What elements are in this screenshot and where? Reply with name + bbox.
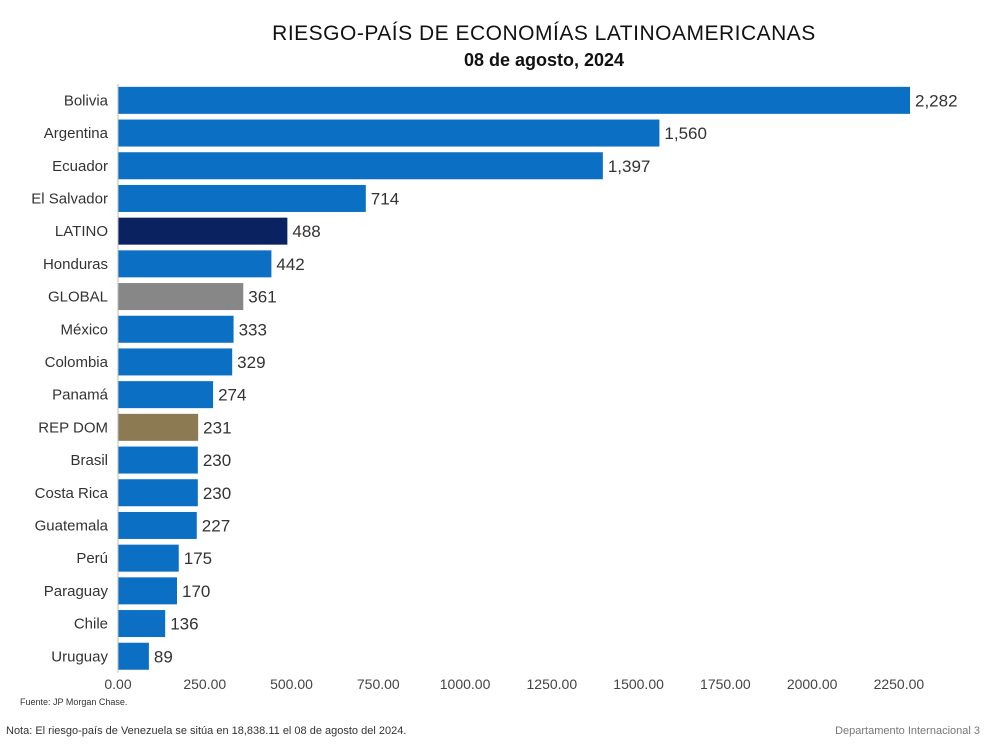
value-label: 230 bbox=[203, 451, 231, 470]
bar-2 bbox=[118, 152, 603, 180]
bar-11 bbox=[118, 446, 198, 474]
x-tick-label: 0.00 bbox=[104, 676, 131, 692]
value-label: 361 bbox=[248, 288, 276, 307]
value-label: 714 bbox=[371, 189, 399, 208]
source-note: Fuente: JP Morgan Chase. bbox=[20, 697, 128, 707]
x-tick-label: 1000.00 bbox=[440, 676, 491, 692]
value-label: 274 bbox=[218, 386, 246, 405]
category-label: Honduras bbox=[43, 256, 108, 273]
bar-17 bbox=[118, 642, 149, 670]
value-label: 333 bbox=[239, 320, 267, 339]
category-label: Perú bbox=[76, 550, 108, 567]
chart-subtitle: 08 de agosto, 2024 bbox=[463, 50, 625, 70]
value-label: 1,560 bbox=[664, 124, 707, 143]
footnote: Nota: El riesgo-país de Venezuela se sit… bbox=[6, 725, 407, 737]
category-label: GLOBAL bbox=[48, 289, 108, 306]
bar-14 bbox=[118, 544, 179, 572]
category-label: Colombia bbox=[45, 354, 109, 371]
x-tick-label: 2250.00 bbox=[874, 676, 925, 692]
category-label: REP DOM bbox=[38, 419, 108, 436]
x-tick-label: 2000.00 bbox=[787, 676, 838, 692]
bar-3 bbox=[118, 184, 366, 212]
bar-1 bbox=[118, 119, 660, 147]
value-label: 170 bbox=[182, 582, 210, 601]
category-label: Uruguay bbox=[51, 648, 108, 665]
category-label: Ecuador bbox=[52, 158, 108, 175]
value-label: 2,282 bbox=[915, 91, 958, 110]
value-label: 230 bbox=[203, 484, 231, 503]
bar-6 bbox=[118, 283, 244, 311]
bar-10 bbox=[118, 413, 199, 441]
value-label: 442 bbox=[276, 255, 304, 274]
bar-5 bbox=[118, 250, 272, 278]
category-label: Guatemala bbox=[35, 517, 109, 534]
chart-title: RIESGO-PAÍS DE ECONOMÍAS LATINOAMERICANA… bbox=[272, 22, 816, 45]
bar-9 bbox=[118, 381, 214, 409]
x-tick-label: 500.00 bbox=[270, 676, 313, 692]
value-label: 227 bbox=[202, 516, 230, 535]
category-label: Argentina bbox=[44, 125, 109, 142]
value-label: 175 bbox=[184, 549, 212, 568]
x-tick-label: 1750.00 bbox=[700, 676, 751, 692]
category-label: Panamá bbox=[52, 387, 109, 404]
bar-15 bbox=[118, 577, 178, 605]
x-tick-label: 250.00 bbox=[183, 676, 226, 692]
value-label: 329 bbox=[237, 353, 265, 372]
x-tick-label: 1500.00 bbox=[613, 676, 664, 692]
category-label: El Salvador bbox=[31, 190, 108, 207]
value-label: 231 bbox=[203, 418, 231, 437]
value-label: 89 bbox=[154, 647, 173, 666]
bar-4 bbox=[118, 217, 288, 245]
category-label: Costa Rica bbox=[35, 485, 109, 502]
category-label: LATINO bbox=[55, 223, 108, 240]
x-tick-label: 1250.00 bbox=[527, 676, 578, 692]
bar-7 bbox=[118, 315, 234, 343]
category-label: Paraguay bbox=[44, 583, 109, 600]
value-label: 488 bbox=[292, 222, 320, 241]
bar-0 bbox=[118, 86, 910, 114]
category-label: Brasil bbox=[70, 452, 108, 469]
bar-12 bbox=[118, 479, 198, 507]
category-label: Chile bbox=[74, 616, 108, 633]
bar-16 bbox=[118, 610, 166, 638]
department-label: Departamento Internacional 3 bbox=[835, 725, 980, 737]
value-label: 1,397 bbox=[608, 157, 651, 176]
x-tick-label: 750.00 bbox=[357, 676, 400, 692]
value-label: 136 bbox=[170, 615, 198, 634]
bar-13 bbox=[118, 511, 197, 539]
category-label: México bbox=[60, 321, 108, 338]
bar-8 bbox=[118, 348, 233, 376]
category-label: Bolivia bbox=[64, 92, 109, 109]
